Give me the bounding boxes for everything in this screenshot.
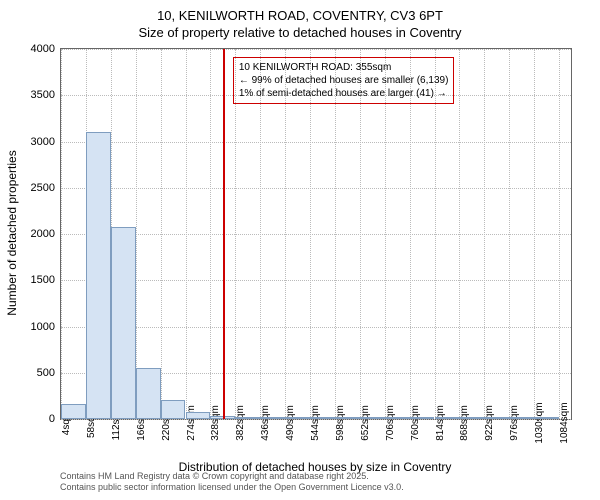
y-tick-label: 3000 (31, 136, 55, 148)
x-tick-label: 1084sqm (559, 402, 570, 443)
histogram-bar (285, 417, 310, 419)
chart-area: Number of detached properties 0500100015… (60, 48, 570, 418)
gridline-v (136, 49, 137, 419)
x-tick-label: 760sqm (410, 405, 421, 441)
gridline-v (435, 49, 436, 419)
chart-container: 10, KENILWORTH ROAD, COVENTRY, CV3 6PT S… (0, 0, 600, 500)
gridline-v (410, 49, 411, 419)
y-tick-label: 0 (49, 413, 55, 425)
gridline-v (360, 49, 361, 419)
x-tick-label: 1030sqm (534, 402, 545, 443)
marker-callout: 10 KENILWORTH ROAD: 355sqm← 99% of detac… (233, 57, 455, 104)
histogram-bar (360, 417, 385, 419)
gridline-h (61, 234, 571, 235)
footer-line-2: Contains public sector information licen… (60, 482, 404, 494)
histogram-bar (335, 417, 360, 419)
callout-line-1: 10 KENILWORTH ROAD: 355sqm (239, 61, 449, 74)
y-tick-label: 1000 (31, 321, 55, 333)
gridline-v (310, 49, 311, 419)
y-tick-label: 2500 (31, 182, 55, 194)
gridline-v (484, 49, 485, 419)
gridline-v (335, 49, 336, 419)
gridline-v (559, 49, 560, 419)
footer-attribution: Contains HM Land Registry data © Crown c… (60, 471, 404, 494)
gridline-h (61, 142, 571, 143)
footer-line-1: Contains HM Land Registry data © Crown c… (60, 471, 404, 483)
gridline-v (210, 49, 211, 419)
histogram-bar (86, 132, 111, 419)
histogram-bar (186, 412, 211, 419)
x-tick-label: 436sqm (260, 405, 271, 441)
plot-region: 050010001500200025003000350040004sqm58sq… (60, 48, 572, 420)
y-tick-label: 2000 (31, 228, 55, 240)
x-tick-label: 490sqm (285, 405, 296, 441)
histogram-bar (310, 417, 335, 419)
y-tick-label: 1500 (31, 274, 55, 286)
gridline-v (61, 49, 62, 419)
x-tick-label: 976sqm (509, 405, 520, 441)
x-tick-label: 382sqm (235, 405, 246, 441)
y-tick-label: 3500 (31, 89, 55, 101)
gridline-v (534, 49, 535, 419)
x-tick-label: 814sqm (435, 405, 446, 441)
histogram-bar (260, 417, 285, 419)
gridline-h (61, 327, 571, 328)
gridline-v (459, 49, 460, 419)
gridline-v (385, 49, 386, 419)
y-axis-label: Number of detached properties (5, 150, 19, 315)
gridline-v (509, 49, 510, 419)
histogram-bar (235, 417, 260, 419)
gridline-v (186, 49, 187, 419)
histogram-bar (136, 368, 161, 419)
y-tick-label: 4000 (31, 43, 55, 55)
gridline-v (161, 49, 162, 419)
histogram-bar (161, 400, 186, 419)
x-tick-label: 652sqm (360, 405, 371, 441)
histogram-bar (61, 404, 86, 419)
x-tick-label: 274sqm (186, 405, 197, 441)
gridline-h (61, 49, 571, 50)
gridline-v (260, 49, 261, 419)
callout-line-3: 1% of semi-detached houses are larger (4… (239, 87, 449, 100)
histogram-bar (509, 417, 534, 419)
x-tick-label: 922sqm (484, 405, 495, 441)
property-marker-line (223, 49, 225, 419)
x-tick-label: 868sqm (459, 405, 470, 441)
histogram-bar (484, 417, 509, 419)
histogram-bar (385, 417, 410, 419)
gridline-v (285, 49, 286, 419)
histogram-bar (459, 417, 484, 419)
x-tick-label: 706sqm (385, 405, 396, 441)
title-block: 10, KENILWORTH ROAD, COVENTRY, CV3 6PT S… (0, 0, 600, 40)
gridline-h (61, 188, 571, 189)
histogram-bar (435, 417, 460, 419)
callout-line-2: ← 99% of detached houses are smaller (6,… (239, 74, 449, 87)
x-tick-label: 598sqm (335, 405, 346, 441)
gridline-v (235, 49, 236, 419)
y-tick-label: 500 (37, 367, 55, 379)
x-tick-label: 544sqm (310, 405, 321, 441)
x-tick-label: 328sqm (210, 405, 221, 441)
histogram-bar (534, 417, 559, 419)
gridline-h (61, 280, 571, 281)
title-line-2: Size of property relative to detached ho… (0, 25, 600, 40)
histogram-bar (111, 227, 136, 419)
histogram-bar (410, 417, 435, 419)
title-line-1: 10, KENILWORTH ROAD, COVENTRY, CV3 6PT (0, 8, 600, 23)
